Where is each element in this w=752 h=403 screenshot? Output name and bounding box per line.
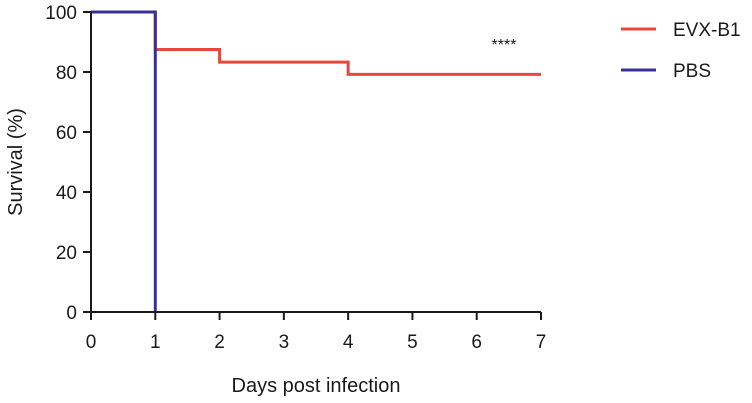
y-tick-label: 0 <box>66 303 77 324</box>
x-tick-label: 0 <box>86 332 97 353</box>
x-ticks: 0 1 2 3 4 5 6 7 <box>86 312 547 353</box>
plot-area <box>91 10 541 312</box>
x-tick-label: 6 <box>471 332 482 353</box>
legend-label: EVX-B1 <box>673 20 741 41</box>
series-line-pbs <box>91 10 157 312</box>
x-tick-label: 7 <box>536 332 547 353</box>
legend-label: PBS <box>673 61 711 82</box>
significance-annotation: **** <box>492 37 517 54</box>
y-ticks: 0 20 40 60 80 100 <box>45 3 91 324</box>
x-tick-label: 2 <box>214 332 225 353</box>
x-axis-title: Days post infection <box>232 375 401 397</box>
series-line-evx-b1 <box>91 10 541 76</box>
y-tick-label: 60 <box>56 123 77 144</box>
x-tick-label: 3 <box>279 332 290 353</box>
x-tick-label: 5 <box>407 332 418 353</box>
x-tick-label: 1 <box>150 332 161 353</box>
y-tick-label: 20 <box>56 243 77 264</box>
y-tick-label: 100 <box>45 3 77 24</box>
y-axis-title: Survival (%) <box>5 108 27 216</box>
x-tick-label: 4 <box>343 332 354 353</box>
axes: 0 1 2 3 4 5 6 7 0 20 40 60 80 100 <box>45 3 546 353</box>
y-tick-label: 40 <box>56 183 77 204</box>
y-tick-label: 80 <box>56 63 77 84</box>
legend: EVX-B1 PBS <box>621 20 741 82</box>
